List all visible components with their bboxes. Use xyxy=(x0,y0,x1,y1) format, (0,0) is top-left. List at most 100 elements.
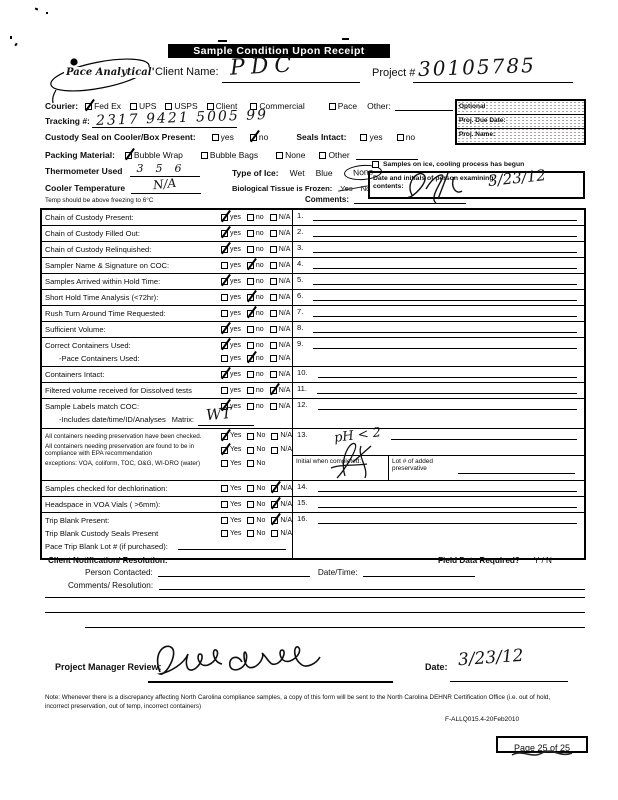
checkbox-yes[interactable] xyxy=(221,530,228,537)
tracking-field[interactable] xyxy=(92,115,237,128)
checkbox-yes[interactable] xyxy=(221,294,228,301)
writing-line[interactable] xyxy=(85,627,585,628)
comments-field[interactable] xyxy=(354,196,467,204)
checkbox-na[interactable] xyxy=(269,278,277,285)
checkbox-usps[interactable] xyxy=(165,102,173,110)
checkbox-no[interactable] xyxy=(246,278,254,285)
checkbox-no[interactable] xyxy=(246,246,254,253)
checkbox-na[interactable] xyxy=(269,246,277,253)
write-in-line[interactable] xyxy=(177,541,287,550)
comment-line[interactable] xyxy=(390,430,577,440)
checkbox-no[interactable] xyxy=(246,294,254,301)
checkbox-yes[interactable] xyxy=(221,387,228,394)
checkbox-na[interactable] xyxy=(271,485,279,492)
checkbox-no[interactable] xyxy=(246,326,254,333)
comment-line[interactable] xyxy=(317,368,577,378)
checkbox-bubble-bags[interactable] xyxy=(200,151,208,159)
matrix-write-in-field[interactable]: WT xyxy=(197,403,254,426)
checkbox-yes[interactable] xyxy=(221,432,228,440)
checkbox-yes[interactable] xyxy=(221,517,228,524)
checkbox-yes[interactable] xyxy=(221,246,228,253)
checkbox-bubble-wrap[interactable] xyxy=(124,151,132,159)
checkbox-na[interactable] xyxy=(269,262,277,269)
checkbox-na[interactable] xyxy=(271,432,279,440)
checkbox-na[interactable] xyxy=(269,230,277,237)
checkbox-no[interactable] xyxy=(246,371,254,378)
bio-yes-option[interactable]: Yes xyxy=(340,184,353,193)
checkbox-yes[interactable] xyxy=(221,278,228,285)
writing-line[interactable] xyxy=(45,597,585,598)
checkbox-no[interactable] xyxy=(246,214,254,221)
comment-line[interactable] xyxy=(313,259,577,269)
comment-line[interactable] xyxy=(313,323,577,333)
checkbox-commercial[interactable] xyxy=(250,102,258,110)
checkbox-seals-no[interactable] xyxy=(396,133,404,141)
checkbox-yes[interactable] xyxy=(221,310,228,317)
checkbox-na[interactable] xyxy=(269,326,277,333)
checkbox-no[interactable] xyxy=(247,446,255,454)
thermometer-field[interactable]: 356 xyxy=(130,162,201,177)
checkbox-client[interactable] xyxy=(206,102,214,110)
checkbox-fedex[interactable] xyxy=(85,102,93,110)
ice-option-blue[interactable]: Blue xyxy=(315,167,333,178)
review-date-line[interactable] xyxy=(450,681,568,682)
datetime-field[interactable] xyxy=(362,568,475,577)
writing-line[interactable] xyxy=(45,612,585,613)
person-contacted-field[interactable] xyxy=(157,568,310,577)
checkbox-no[interactable] xyxy=(246,310,254,317)
checkbox-yes[interactable] xyxy=(221,446,228,454)
checkbox-custody-no[interactable] xyxy=(249,133,257,141)
client-name-field[interactable] xyxy=(222,70,360,83)
checkbox-no[interactable] xyxy=(247,460,255,468)
checkbox-na[interactable] xyxy=(271,501,279,508)
checkbox-no[interactable] xyxy=(246,342,254,349)
cooler-temperature-field[interactable]: N/A xyxy=(131,176,202,194)
ice-option-wet[interactable]: Wet xyxy=(289,167,305,178)
checkbox-ups[interactable] xyxy=(130,102,137,110)
checkbox-na[interactable] xyxy=(271,517,279,524)
packing-other-field[interactable] xyxy=(355,151,418,160)
checkbox-pace[interactable] xyxy=(328,102,336,110)
checkbox-na[interactable] xyxy=(269,294,277,301)
lot-number-line[interactable] xyxy=(458,465,575,474)
pm-signature-line[interactable] xyxy=(148,681,393,683)
checkbox-na[interactable] xyxy=(269,403,277,410)
comments-resolution-field[interactable] xyxy=(159,581,585,590)
checkbox-yes[interactable] xyxy=(221,501,228,508)
checkbox-yes[interactable] xyxy=(221,355,228,362)
checkbox-na[interactable] xyxy=(269,371,277,378)
checkbox-na[interactable] xyxy=(269,310,277,317)
comment-line[interactable] xyxy=(317,400,577,410)
checkbox-yes[interactable] xyxy=(221,485,228,492)
project-number-field[interactable] xyxy=(413,70,573,83)
courier-other-field[interactable] xyxy=(394,102,453,111)
checkbox-cooling-process[interactable] xyxy=(372,161,379,168)
checkbox-na[interactable] xyxy=(269,214,277,221)
checkbox-other[interactable] xyxy=(319,151,327,159)
checkbox-no[interactable] xyxy=(247,530,255,537)
checkbox-na[interactable] xyxy=(269,355,277,362)
comment-line[interactable] xyxy=(313,291,577,301)
checkbox-no[interactable] xyxy=(246,262,254,269)
comment-line[interactable] xyxy=(317,482,577,492)
checkbox-no[interactable] xyxy=(247,517,255,524)
checkbox-na[interactable] xyxy=(269,387,277,394)
checkbox-no[interactable] xyxy=(246,355,254,362)
checkbox-no[interactable] xyxy=(247,432,255,440)
comment-line[interactable] xyxy=(317,514,577,524)
comment-line[interactable] xyxy=(317,498,577,508)
checkbox-yes[interactable] xyxy=(221,460,228,468)
checkbox-yes[interactable] xyxy=(221,371,228,378)
bio-no-option[interactable]: No xyxy=(360,184,371,193)
comment-line[interactable] xyxy=(313,339,577,349)
comment-line[interactable] xyxy=(313,275,577,285)
comment-line[interactable] xyxy=(313,211,577,221)
checkbox-custody-yes[interactable] xyxy=(211,133,219,141)
checkbox-no[interactable] xyxy=(247,485,255,492)
checkbox-no[interactable] xyxy=(247,501,255,508)
checkbox-na[interactable] xyxy=(271,530,279,537)
checkbox-no[interactable] xyxy=(246,403,254,410)
comment-line[interactable] xyxy=(317,384,577,394)
checkbox-seals-yes[interactable] xyxy=(360,133,368,141)
checkbox-yes[interactable] xyxy=(221,230,228,237)
